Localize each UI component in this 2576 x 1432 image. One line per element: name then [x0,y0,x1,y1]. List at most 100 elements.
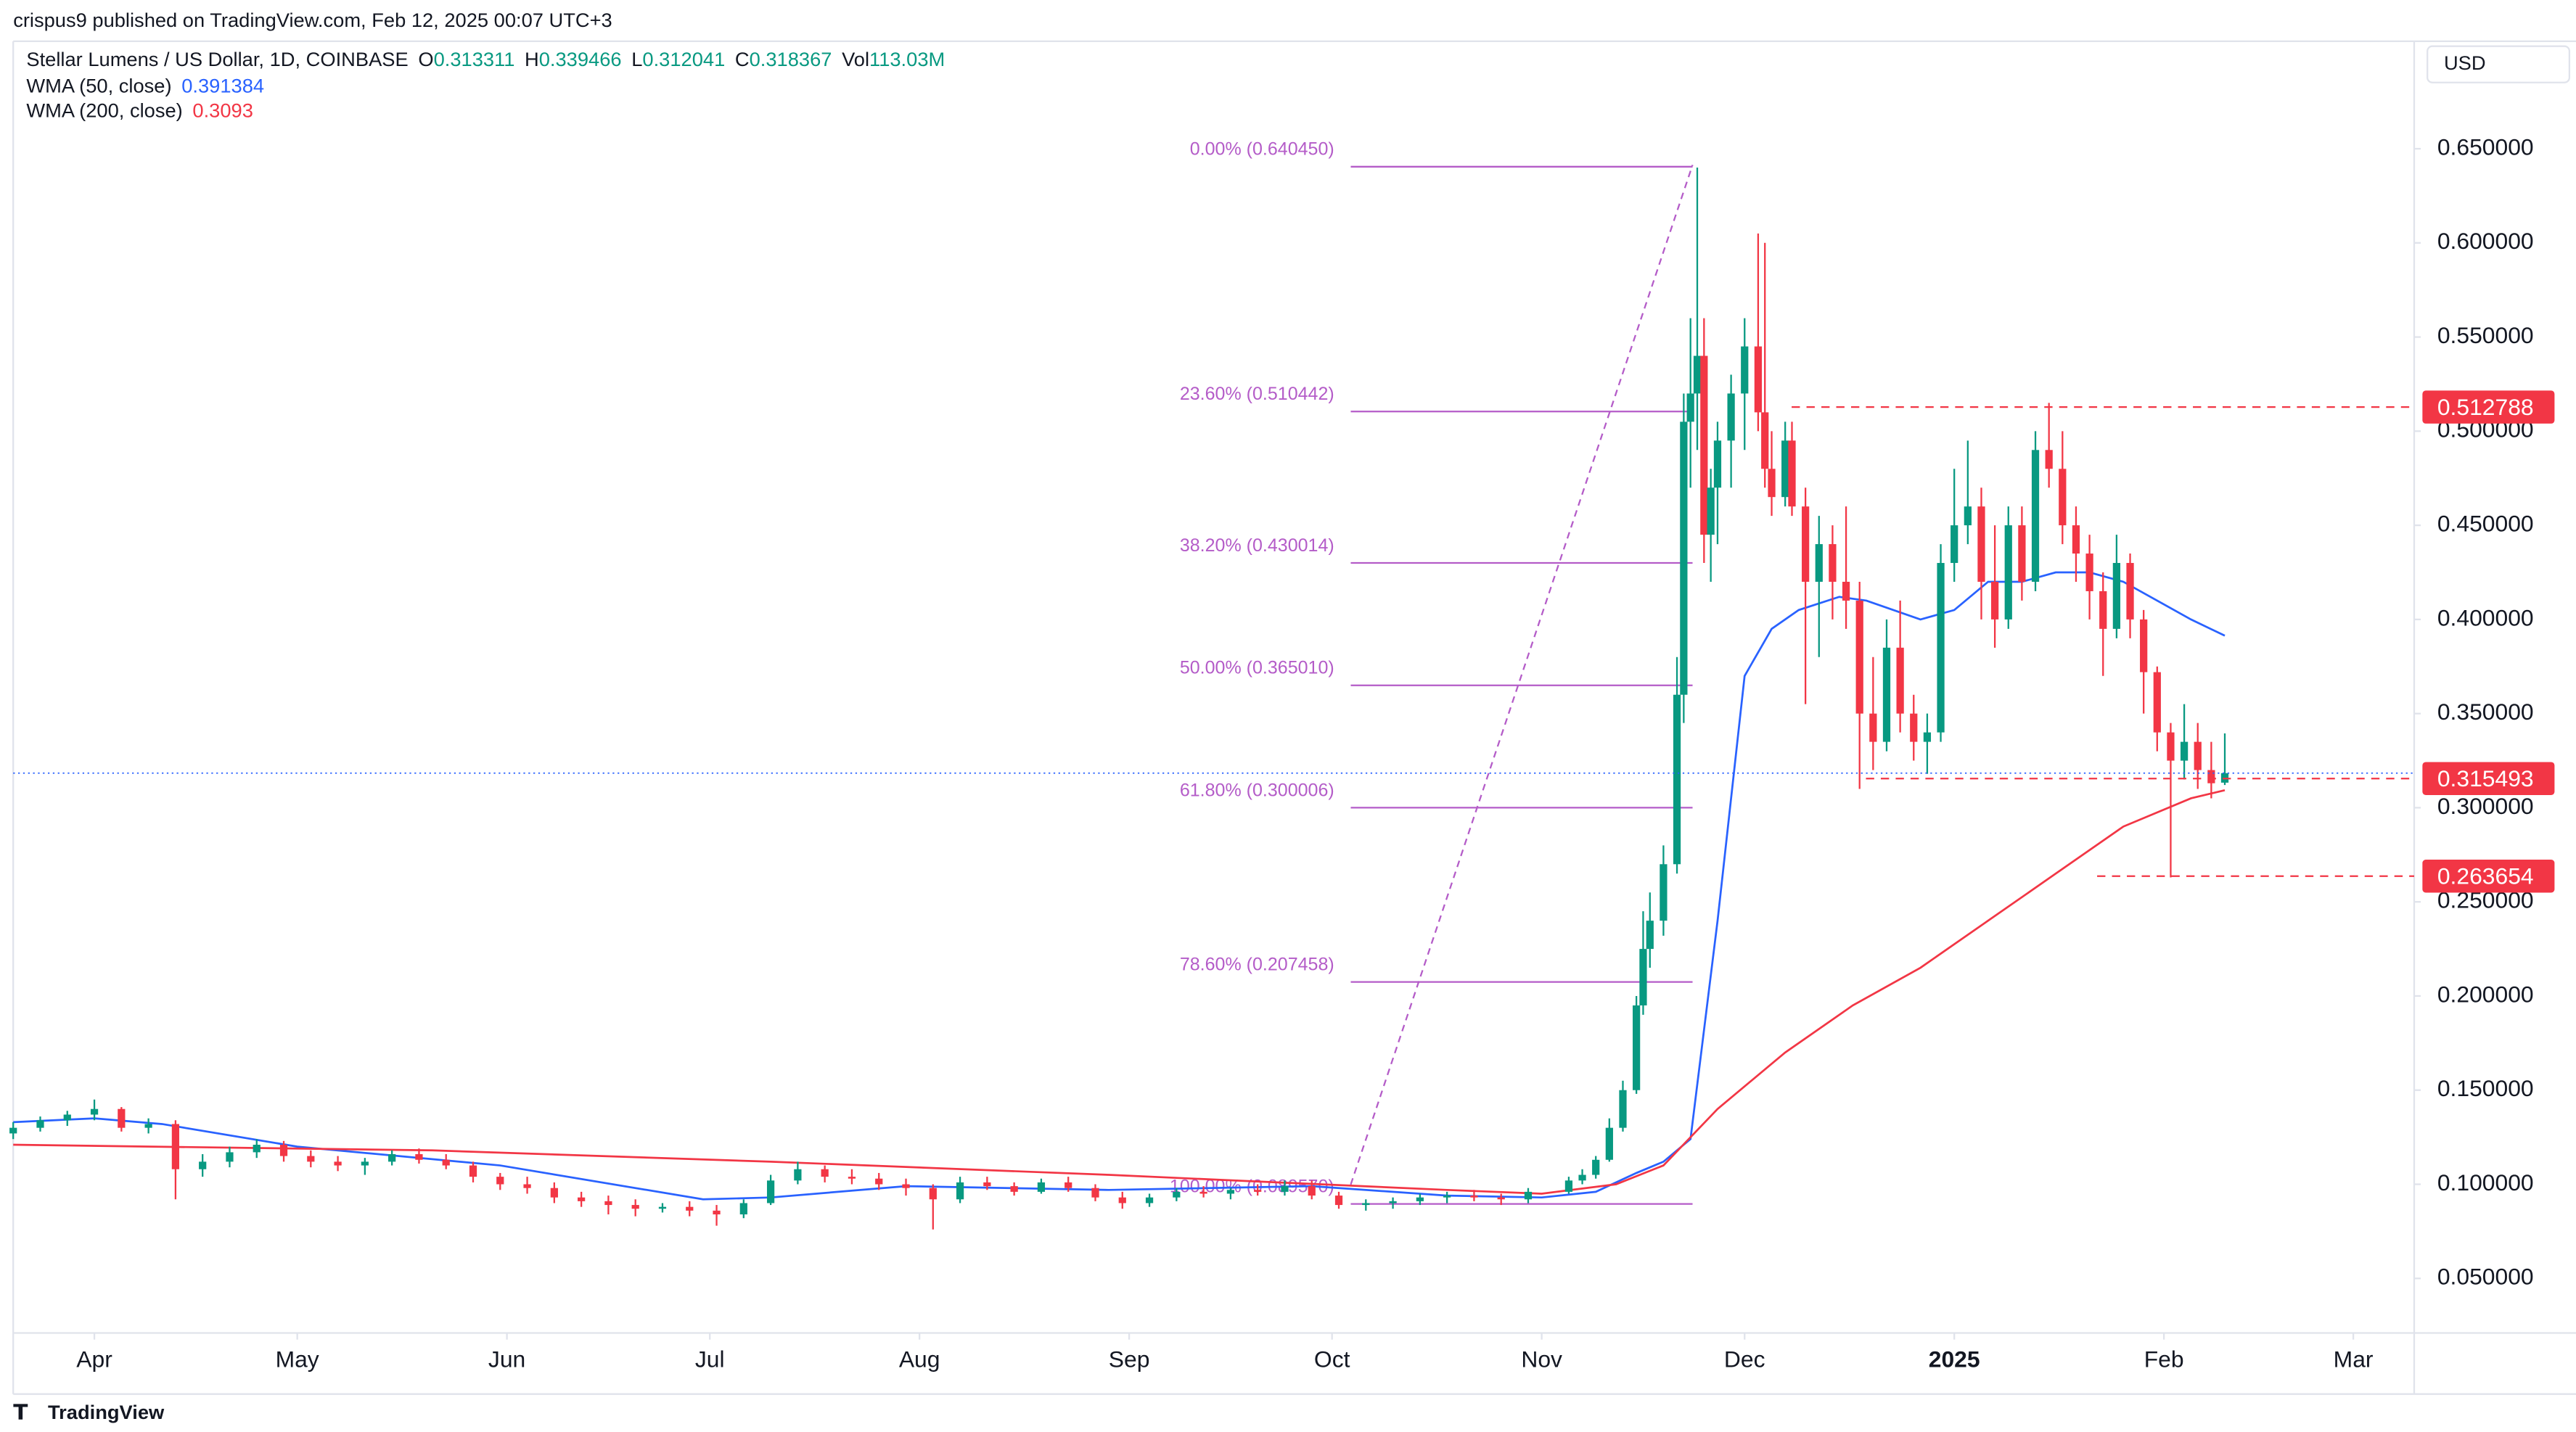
price-tag-label: 0.512788 [2437,394,2534,420]
x-tick-label: Nov [1521,1346,1562,1373]
candle-body [388,1153,396,1162]
candle-body [1660,864,1668,921]
candle-body [496,1177,504,1185]
candle-body [1646,921,1654,950]
candle-body [469,1165,477,1177]
fib-level-label: 0.00% (0.640450) [1190,139,1334,160]
candle-body [1964,506,1972,526]
candle-body [1605,1127,1613,1160]
price-tag-label: 0.263654 [2437,863,2534,889]
candle-body [1564,1180,1573,1192]
x-tick-label: Jun [488,1346,525,1373]
candle-body [766,1180,775,1203]
ohlc-value: 0.318367 [750,48,832,70]
candle-body [956,1182,964,1200]
candle-body [902,1184,910,1188]
candle-body [1334,1196,1343,1206]
y-tick-label: 0.450000 [2437,511,2534,537]
candle-body [658,1206,667,1209]
candle-body [2180,741,2189,761]
y-tick-label: 0.100000 [2437,1169,2534,1196]
candle-body [1037,1182,1046,1192]
candle-body [9,1127,17,1134]
candle-body [1686,393,1694,422]
candle-body [1727,393,1735,441]
candle-body [1781,440,1789,498]
candle-body [1829,544,1837,582]
publisher-line: crispus9 published on TradingView.com, F… [13,9,612,31]
candle-body [1619,1090,1627,1128]
symbol-name: Stellar Lumens / US Dollar, 1D, COINBASE [26,48,408,70]
candle-body [1693,355,1702,394]
candle-body [2099,591,2107,629]
candle-body [1741,346,1749,394]
candle-body [686,1206,694,1211]
x-tick-label: Dec [1724,1346,1765,1373]
candle-body [875,1178,883,1185]
indicator-legend: WMA (200, close) 0.3093 [26,99,253,122]
y-tick-label: 0.050000 [2437,1264,2534,1290]
candle-body [2112,563,2121,629]
candle-body [1118,1197,1126,1203]
candle-body [1707,487,1715,535]
y-tick-label: 0.400000 [2437,604,2534,630]
candle-body [1869,713,1877,742]
candle-body [1010,1186,1018,1192]
indicator-value: 0.3093 [192,99,253,122]
candle-body [36,1120,44,1128]
candle-body [1761,412,1769,469]
x-tick-label: Aug [899,1346,940,1373]
x-tick-label: Oct [1314,1346,1350,1373]
footer-logo[interactable]: 𝗧 TradingView [13,1401,165,1425]
candle-body [2031,450,2040,582]
logo-mark[interactable]: 𝗧 [13,1401,28,1425]
ohlc-key: O [418,48,433,70]
footer-brand[interactable]: TradingView [48,1401,165,1423]
candle-body [1882,647,1891,742]
candle-body [1680,421,1688,695]
candle-body [1923,732,1932,742]
ohlc-value: 0.339466 [539,48,622,70]
candle-body [1592,1159,1600,1175]
candle-body [631,1205,639,1209]
candle-body [1389,1201,1397,1203]
ohlc-key: C [735,48,750,70]
candle-body [90,1108,99,1115]
candle-body [1443,1196,1451,1198]
x-tick-label: 2025 [1929,1346,1980,1373]
ohlc-key: H [525,48,539,70]
candle-body [63,1114,71,1121]
candle-body [1815,544,1823,582]
candle-body [794,1169,802,1181]
x-tick-label: Sep [1109,1346,1150,1373]
candle-body [2140,619,2148,672]
candle-body [1416,1197,1424,1201]
candle-body [2126,563,2134,620]
x-tick-label: Jul [695,1346,725,1373]
candle-body [1226,1190,1235,1194]
candle-body [2153,672,2161,733]
candle-body [1713,440,1722,488]
price-tag [2422,860,2555,893]
fib-trend-line [1350,165,1694,1185]
y-tick-label: 0.600000 [2437,228,2534,254]
currency[interactable]: USD [2444,52,2486,74]
candle-body [2059,469,2067,526]
currency-box[interactable] [2427,45,2571,83]
ohlc-value: 0.312041 [642,48,725,70]
candle-body [279,1145,288,1156]
candle-body [1281,1186,1289,1192]
candle-body [2207,770,2215,783]
candle-body [1842,581,1850,601]
candle-body [1951,525,1958,564]
candle-body [1578,1174,1586,1181]
candle-body [1173,1191,1181,1198]
candle-body [1977,506,1985,582]
ohlc-key: L [631,48,642,70]
candle-body [1802,506,1810,582]
candle-body [118,1108,126,1128]
x-tick-label: Apr [76,1346,112,1373]
indicator-name: WMA (50, close) [26,75,171,97]
